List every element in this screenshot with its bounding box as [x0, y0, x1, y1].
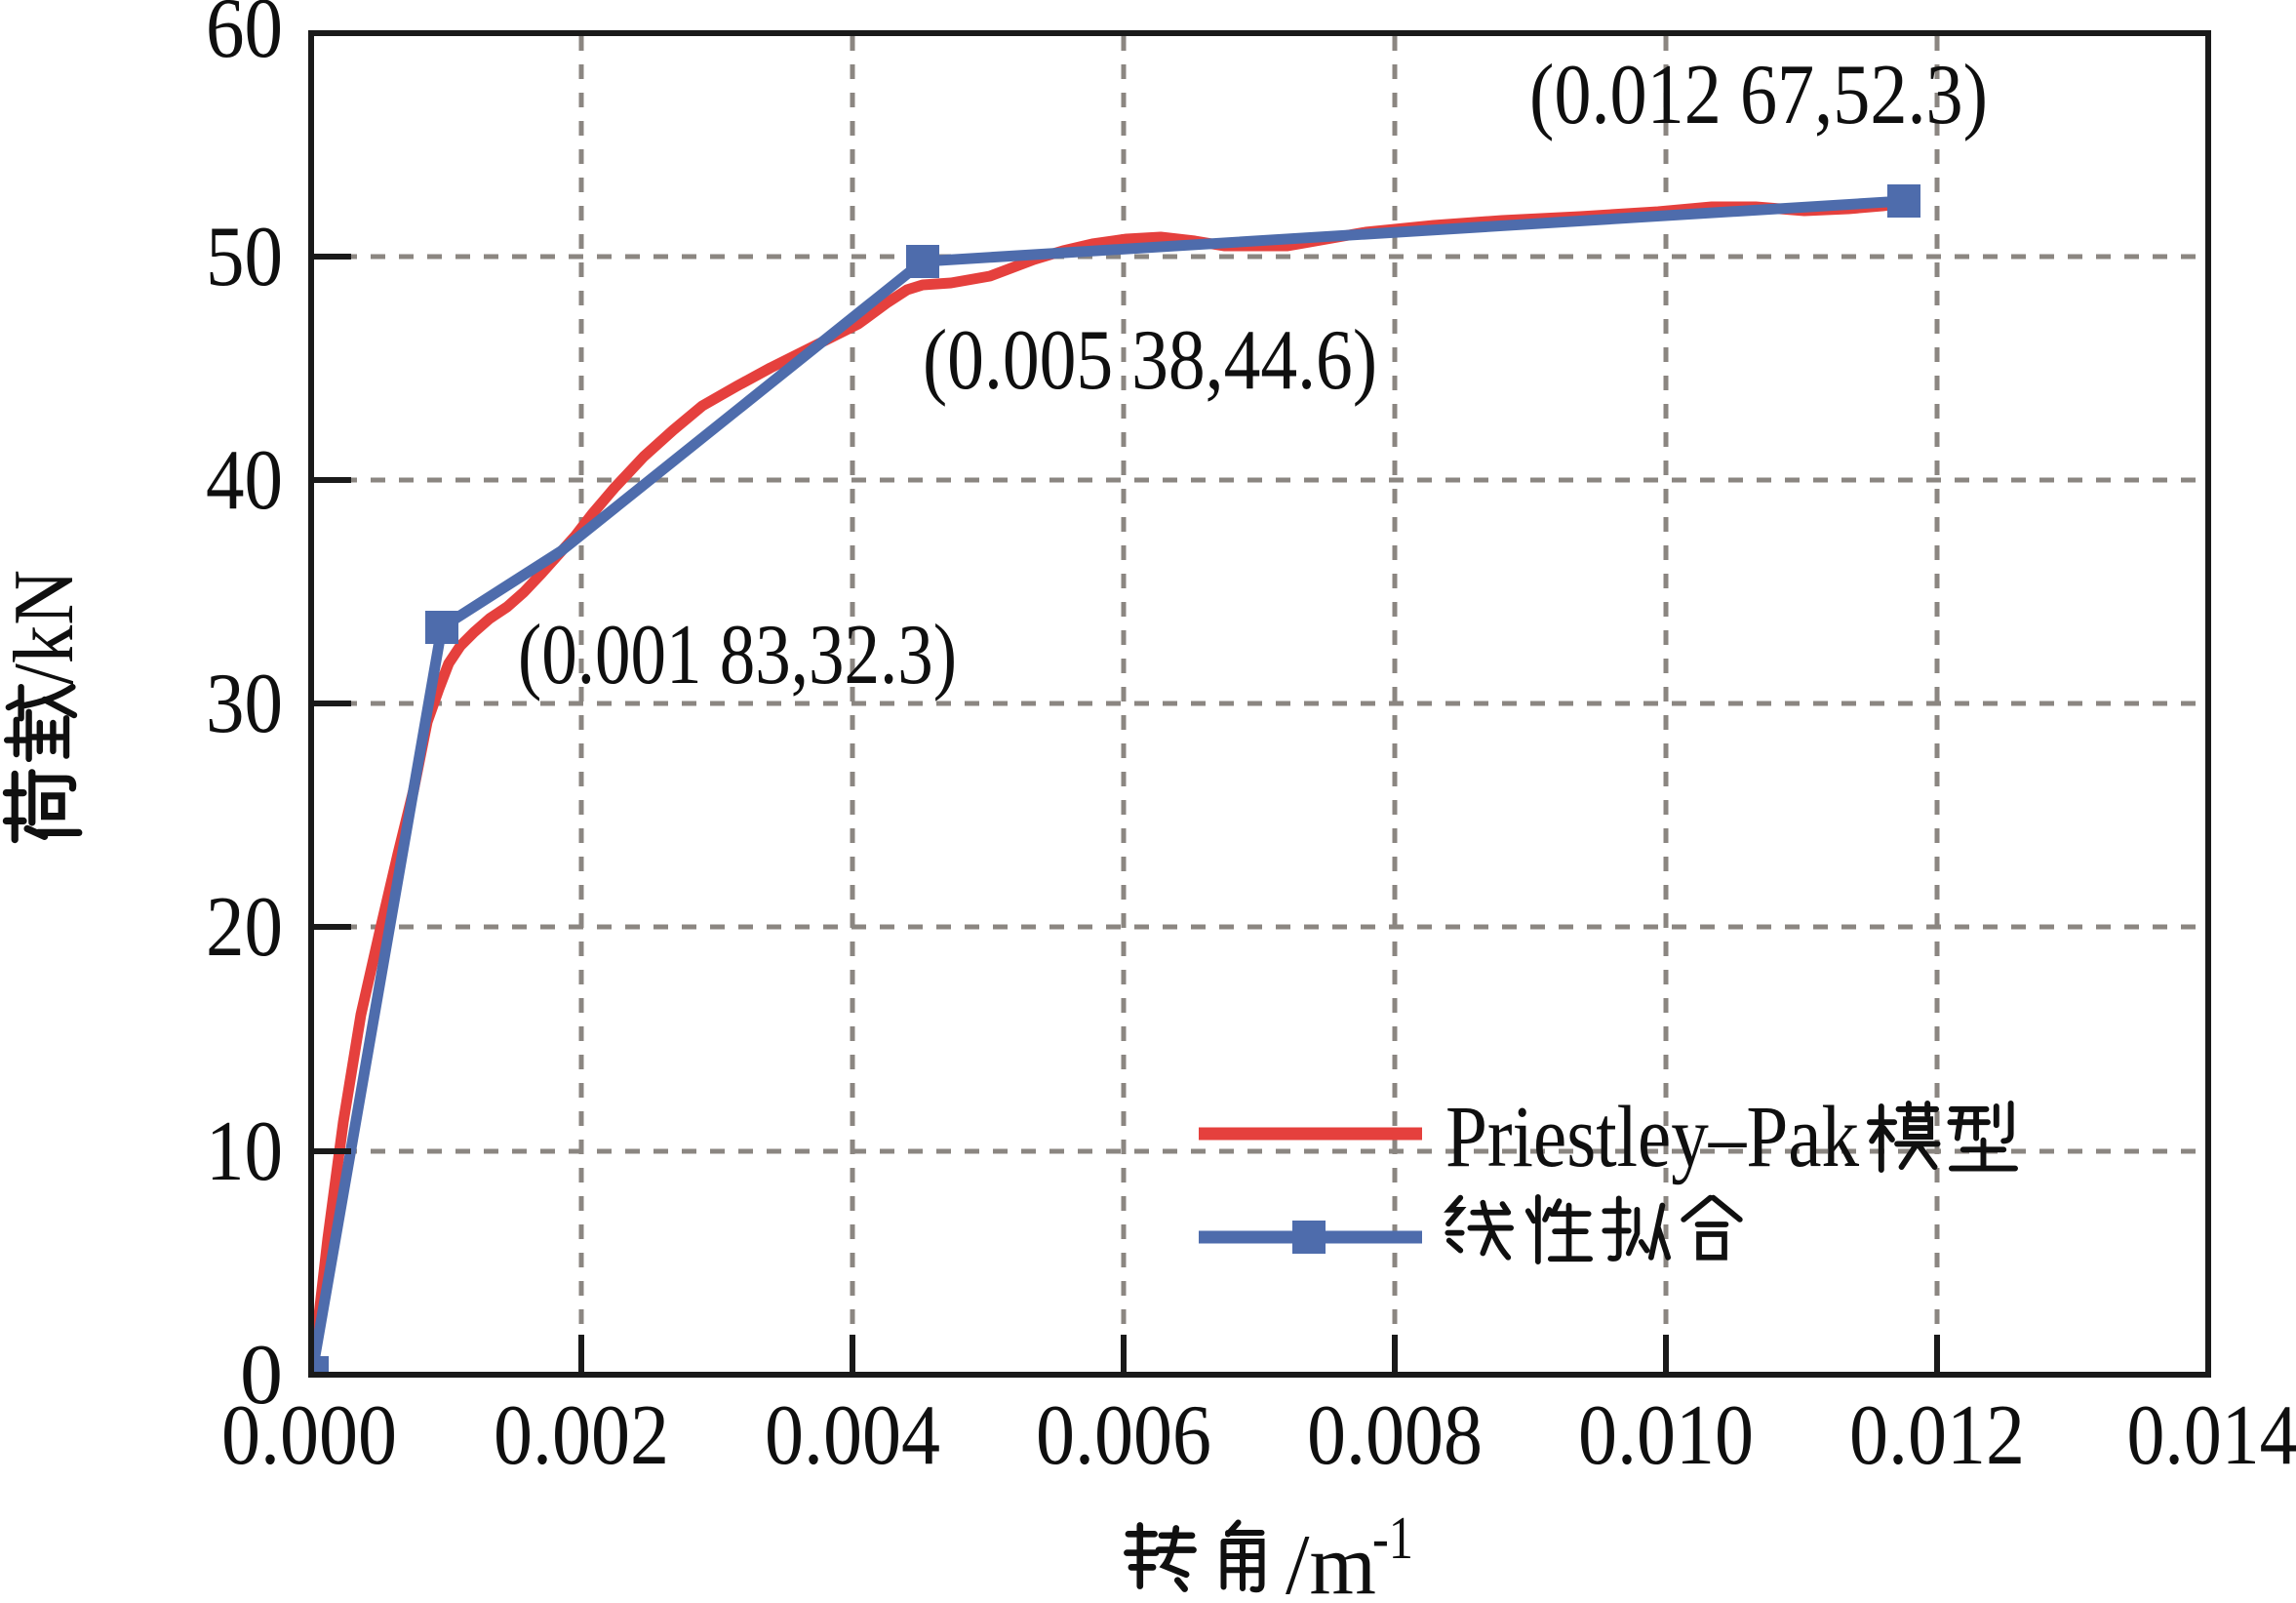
svg-text:30: 30	[206, 657, 283, 751]
svg-text:0.004: 0.004	[765, 1388, 940, 1483]
svg-text:-1: -1	[1372, 1505, 1413, 1572]
svg-text:0.002: 0.002	[494, 1388, 669, 1483]
svg-text:0.012: 0.012	[1849, 1388, 2025, 1483]
svg-text:(0.001 83,32.3): (0.001 83,32.3)	[518, 608, 957, 702]
svg-text:0.010: 0.010	[1578, 1388, 1754, 1483]
svg-text:0.008: 0.008	[1307, 1388, 1483, 1483]
svg-text:Priestley–Pak: Priestley–Pak	[1445, 1089, 1859, 1185]
svg-text:0.014: 0.014	[2127, 1388, 2296, 1483]
svg-text:0.000: 0.000	[221, 1388, 397, 1483]
svg-text:50: 50	[206, 210, 283, 304]
svg-text:(0.005 38,44.6): (0.005 38,44.6)	[923, 313, 1377, 408]
svg-text:/m: /m	[1286, 1518, 1376, 1598]
svg-text:60: 60	[206, 0, 283, 76]
svg-text:/kN: /kN	[0, 570, 92, 685]
svg-text:0.006: 0.006	[1036, 1388, 1211, 1483]
svg-text:(0.012 67,52.3): (0.012 67,52.3)	[1529, 48, 1988, 142]
svg-text:20: 20	[206, 880, 283, 975]
svg-text:10: 10	[206, 1104, 283, 1199]
svg-text:40: 40	[206, 433, 283, 528]
